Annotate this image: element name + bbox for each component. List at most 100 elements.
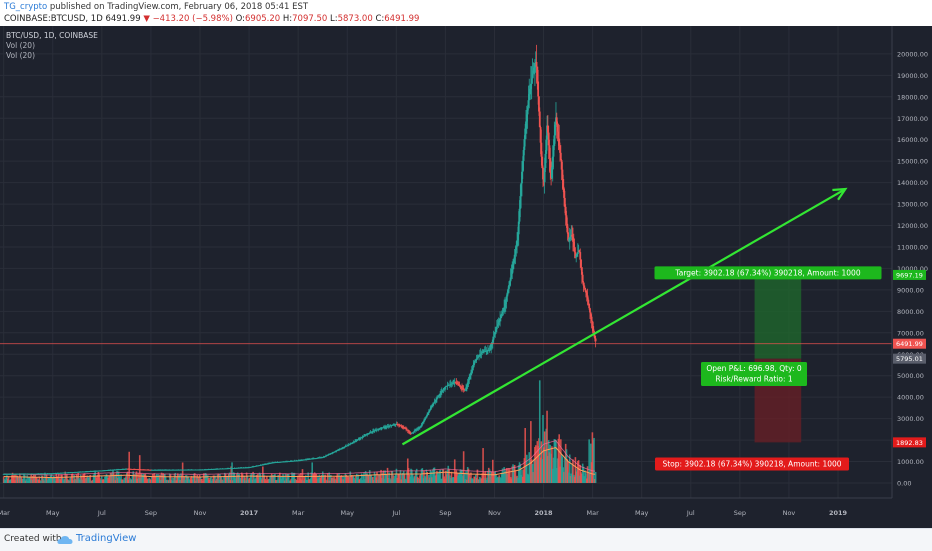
candle-body [594,338,597,342]
volume-bar [430,471,433,483]
volume-bar [194,480,197,483]
candle-body [362,436,365,438]
volume-bar [359,478,362,483]
volume-bar [211,478,214,483]
candle-body [506,292,509,297]
volume-bar [579,464,582,483]
volume-bar [266,479,269,483]
volume-bar [340,475,343,483]
volume-bar [283,476,285,483]
price-tag-text: 6491.99 [896,340,923,348]
volume-bar [316,478,318,483]
volume-bar [181,462,184,483]
time-tick-label: Nov [488,509,501,517]
volume-bar [126,471,129,483]
volume-bar [66,479,69,483]
candle-body [537,81,540,97]
volume-bar [329,480,331,483]
candle-body [409,432,412,433]
volume-bar [5,477,7,483]
price-axis[interactable]: 20000.00 19000.00 18000.00 17000.00 16000.00… [897,50,928,487]
volume-bar [492,471,495,483]
trend-arrow[interactable] [401,187,848,446]
volume-bar [25,479,28,483]
volume-bar [262,473,265,483]
candle-body [585,292,588,296]
candle-body [528,94,531,101]
volume-bar [368,475,370,483]
candle-body [356,439,359,441]
volume-bar [555,467,558,483]
volume-bar [509,477,512,483]
candle-body [464,389,467,391]
candle-body [461,388,464,389]
volume-bar [57,474,60,483]
volume-bar [514,470,517,483]
author-link[interactable]: TG_crypto [4,2,48,12]
volume-bar [264,479,267,483]
candle-body [429,408,432,410]
volume-bar [509,468,511,483]
volume-bar [342,475,344,483]
time-axis[interactable]: Mar May Jul Sep Nov 2017 Mar May Jul Sep Nov 2018 Ma… [0,509,848,517]
volume-bar [526,473,529,483]
chart-area[interactable]: Target: 3902.18 (67.34%) 390218, Amount:… [0,26,932,528]
candle-body [529,83,532,89]
candle-body [580,259,582,268]
volume-bar [151,473,154,483]
volume-bar [236,473,238,483]
volume-bar [537,446,539,483]
volume-bar [589,472,591,483]
volume-bar [73,475,75,483]
volume-bar [338,477,341,483]
volume-bar [28,477,31,483]
volume-bar [534,447,536,483]
volume-bar [548,452,551,483]
candle-body [581,274,584,283]
volume-bar [534,445,537,483]
volume-bar [577,460,579,483]
volume-bar [10,479,12,483]
volume-bar [138,478,140,483]
volume-bar [519,463,522,483]
volume-bar [288,480,291,483]
volume-bar [395,468,398,483]
candle-body [420,424,423,427]
candle-body [346,445,349,446]
volume-bar [221,479,224,483]
price-tick-label: 11000.00 [897,243,928,251]
volume-bar [402,470,405,483]
candle-body [364,434,367,436]
volume-bar [164,473,166,483]
candle-body [576,252,579,255]
volume-bar [417,477,420,483]
price-axis-panel[interactable] [892,26,932,498]
volume-bar [287,473,289,483]
published-info: published on TradingView.com, February 0… [47,2,309,12]
volume-bar [378,474,381,483]
candle-body [455,382,458,384]
volume-bar [470,472,472,483]
volume-bar [266,476,268,483]
volume-bar [123,477,126,483]
volume-bar [136,478,139,483]
volume-bar [68,480,71,483]
price-candles [2,44,597,475]
volume-bar [47,477,50,483]
volume-bar [446,470,449,483]
volume-bar [462,451,465,483]
price-chart[interactable]: Target: 3902.18 (67.34%) 390218, Amount:… [0,26,932,528]
volume-bar [256,474,258,483]
tradingview-brand-link[interactable]: TradingView [76,533,137,544]
volume-bar [104,476,106,483]
volume-bar [171,477,173,483]
volume-bar [465,470,467,483]
time-axis-panel[interactable] [0,498,932,528]
volume-bar [120,474,122,483]
volume-bar [452,476,454,483]
volume-bar [178,474,181,483]
price-tick-label: 18000.00 [897,93,928,101]
volume-bar [215,478,218,483]
volume-bar [386,467,389,483]
volume-bar [115,473,118,483]
